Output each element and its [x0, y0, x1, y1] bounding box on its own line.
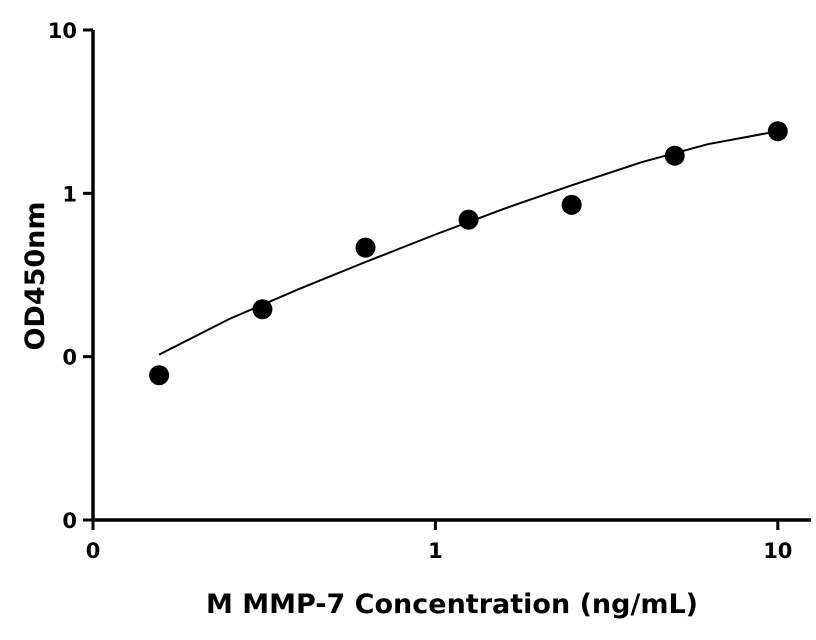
data-point: [252, 299, 273, 320]
axes: [91, 30, 811, 522]
x-axis-title: M MMP-7 Concentration (ng/mL): [206, 589, 698, 620]
data-point: [664, 145, 685, 166]
data-point: [561, 194, 582, 215]
y-tick-label: 0: [62, 509, 77, 533]
y-tick-label: 10: [48, 19, 77, 43]
data-point: [767, 121, 788, 142]
x-tick-label: 1: [428, 539, 443, 563]
fit-curve-layer: [158, 130, 778, 356]
x-tick-label: 10: [763, 539, 792, 563]
y-tick-label: 1: [62, 182, 77, 206]
data-points-layer: [149, 121, 788, 386]
x-ticks: 0 1 10: [86, 520, 792, 563]
y-axis-title: OD450nm: [20, 201, 51, 350]
y-tick-label: 0: [62, 346, 77, 370]
fit-curve: [158, 130, 778, 356]
x-tick-label: 0: [86, 539, 101, 563]
data-point: [458, 209, 479, 230]
data-point: [355, 237, 376, 258]
data-point: [149, 365, 170, 386]
y-ticks: 0 0 1 10: [48, 19, 93, 533]
